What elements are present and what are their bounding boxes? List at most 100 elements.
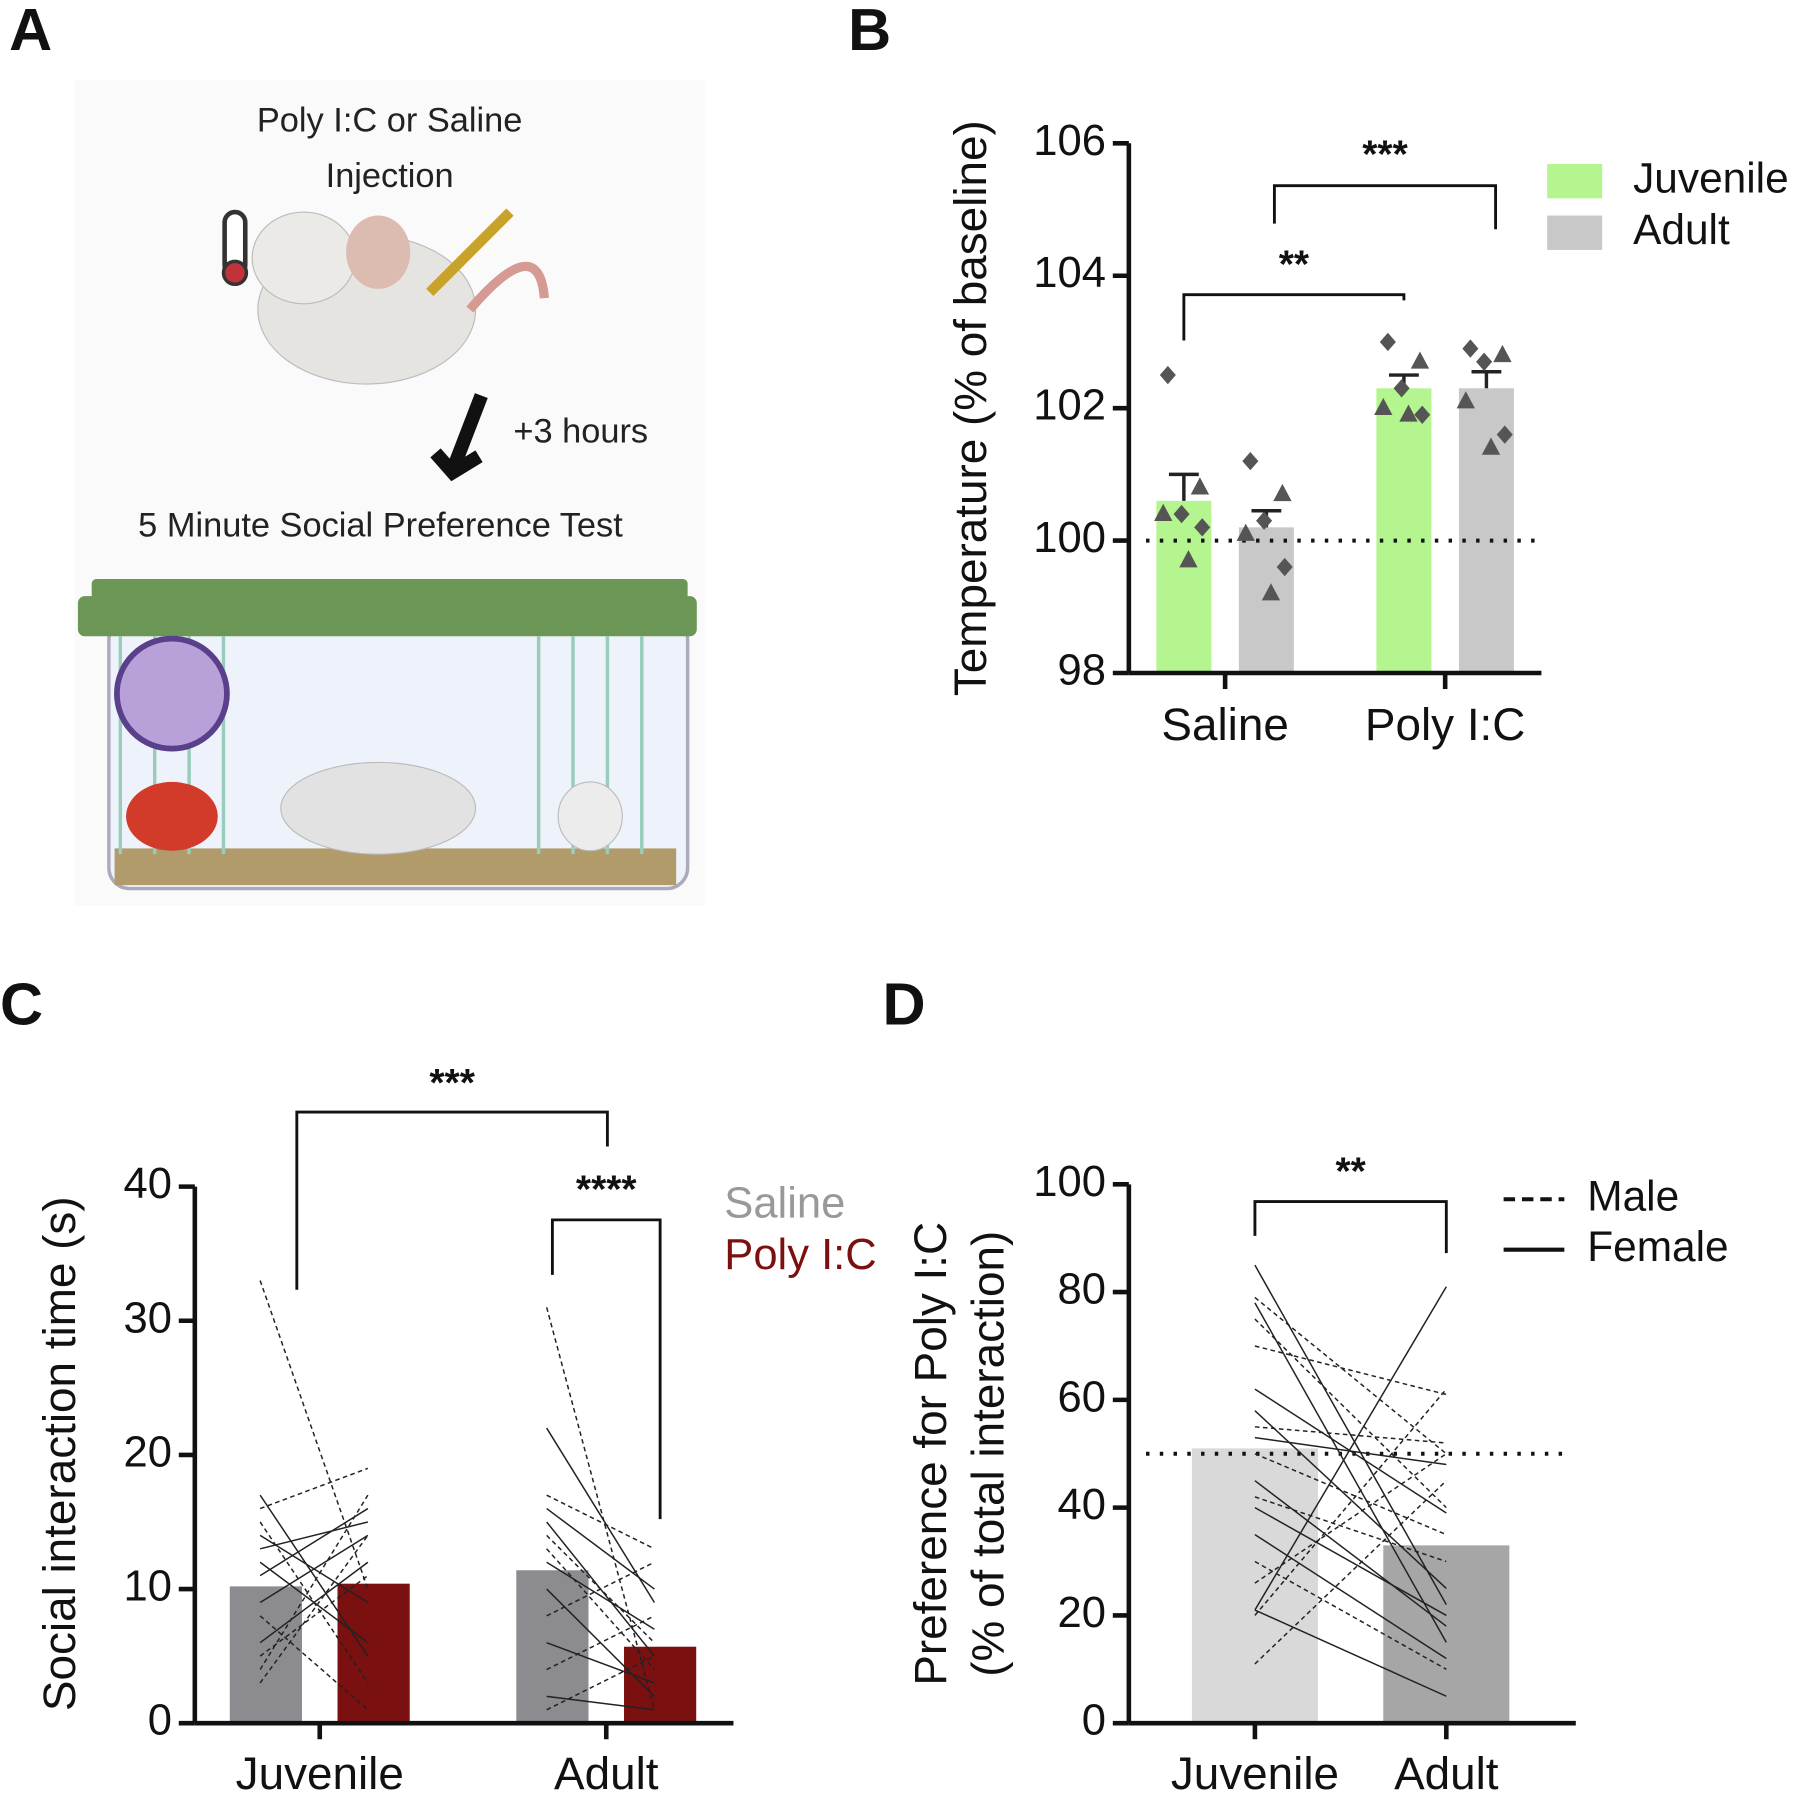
significance-label: ** xyxy=(1279,243,1310,286)
data-point xyxy=(1179,550,1198,568)
paired-line xyxy=(259,1280,369,1590)
mouse-ear xyxy=(346,215,411,289)
y-tick-label: 20 xyxy=(123,1428,171,1476)
chart-paired-bar: C Social interaction time (s) 0 10 20 30 40 Juv… xyxy=(0,971,877,1800)
legend-label: Saline xyxy=(724,1180,845,1228)
data-point xyxy=(1242,451,1259,471)
x-tick-label: Saline xyxy=(1161,698,1288,750)
data-point xyxy=(1261,583,1281,601)
paired-line xyxy=(546,1561,655,1630)
y-tick-label: 100 xyxy=(1033,1158,1106,1206)
paired-line xyxy=(259,1507,369,1577)
y-tick-label: 40 xyxy=(123,1160,171,1208)
y-tick-label: 40 xyxy=(1058,1481,1106,1529)
legend-swatch xyxy=(1547,215,1603,250)
paired-line xyxy=(1254,1480,1447,1627)
chart-bar: B Temperature (% of baseline) 98 100 102 104 1… xyxy=(848,0,1789,750)
paired-line xyxy=(1254,1388,1447,1616)
significance-bracket xyxy=(1182,293,1406,341)
data-point xyxy=(1393,379,1410,398)
legend-swatch xyxy=(1547,163,1603,199)
virus-icon xyxy=(114,635,230,752)
y-axis-label: Preference for Poly I:C xyxy=(904,1222,956,1686)
y-tick-label: 100 xyxy=(1033,514,1106,562)
data-point xyxy=(1493,344,1512,363)
chart-line-bar: D Preference for Poly I:C (% of total inte… xyxy=(882,971,1728,1800)
paired-line xyxy=(546,1615,655,1671)
y-axis-label: Social interaction time (s) xyxy=(33,1196,85,1711)
legend-label: Adult xyxy=(1633,206,1730,253)
paired-line xyxy=(1254,1609,1447,1697)
paired-line xyxy=(546,1494,655,1550)
data-point xyxy=(1190,477,1210,495)
y-tick-label: 60 xyxy=(1058,1373,1106,1421)
significance-label: *** xyxy=(429,1062,475,1105)
legend-label: Male xyxy=(1587,1172,1679,1219)
significance-label: *** xyxy=(1362,133,1408,176)
paired-line xyxy=(1254,1480,1447,1665)
y-tick-label: 106 xyxy=(1033,117,1106,165)
paired-line xyxy=(259,1494,369,1670)
bar xyxy=(1383,1545,1510,1724)
error-bar xyxy=(1168,472,1199,501)
paired-line xyxy=(259,1561,369,1644)
x-tick-label: Juvenile xyxy=(1171,1747,1339,1799)
data-point xyxy=(1173,504,1190,524)
significance-bracket xyxy=(295,1110,609,1290)
paired-line xyxy=(259,1534,369,1604)
data-point xyxy=(1374,397,1393,416)
thermometer-bulb xyxy=(221,259,249,287)
panel-a: A Poly I:C or Saline Injection +3 hours … xyxy=(9,0,705,906)
data-point xyxy=(1476,352,1493,371)
significance-bracket xyxy=(550,1218,662,1520)
paired-line xyxy=(546,1427,656,1603)
legend-label: Poly I:C xyxy=(724,1231,876,1279)
significance-bracket xyxy=(1272,184,1498,230)
paired-line xyxy=(1254,1496,1447,1563)
syringe xyxy=(426,208,514,297)
paired-line xyxy=(1254,1286,1447,1611)
stimulus-mouse xyxy=(126,781,218,851)
y-tick-label: 104 xyxy=(1033,249,1106,297)
paired-line xyxy=(546,1642,655,1684)
significance-label: **** xyxy=(576,1169,637,1212)
paired-line xyxy=(546,1655,655,1711)
paired-line xyxy=(1254,1296,1447,1455)
significance-bracket xyxy=(1253,1200,1448,1254)
y-tick-label: 98 xyxy=(1058,646,1106,694)
arrow xyxy=(430,393,488,482)
y-tick-label: 80 xyxy=(1058,1266,1106,1314)
paired-line xyxy=(546,1695,655,1711)
panel-label: B xyxy=(848,0,891,63)
paired-line xyxy=(1254,1506,1447,1617)
y-tick-label: 0 xyxy=(148,1697,172,1745)
cage-lid xyxy=(77,596,697,637)
paired-line xyxy=(1254,1453,1447,1536)
paired-line xyxy=(259,1521,369,1550)
x-tick-label: Adult xyxy=(1394,1747,1499,1799)
paired-line xyxy=(1254,1453,1447,1584)
legend-label: Female xyxy=(1587,1223,1728,1270)
paired-line xyxy=(259,1534,369,1684)
y-axis-label: Temperature (% of baseline) xyxy=(944,120,996,696)
data-point xyxy=(1462,339,1479,358)
y-tick-label: 30 xyxy=(123,1294,171,1342)
bar xyxy=(624,1646,697,1724)
data-point xyxy=(1236,523,1255,541)
injection-text: Poly I:C or Saline xyxy=(257,102,523,140)
x-tick-label: Juvenile xyxy=(236,1747,404,1799)
panel-label: C xyxy=(0,971,43,1038)
y-axis-label: (% of total interaction) xyxy=(961,1231,1013,1677)
paired-line xyxy=(1254,1345,1447,1396)
data-point xyxy=(1276,557,1293,577)
data-point xyxy=(1481,437,1501,455)
bar xyxy=(229,1586,302,1724)
data-point xyxy=(1414,405,1431,424)
legend-label: Juvenile xyxy=(1633,154,1789,201)
y-tick-label: 0 xyxy=(1082,1697,1106,1745)
bedding xyxy=(114,848,677,886)
paired-line xyxy=(546,1534,655,1644)
paired-line xyxy=(546,1548,655,1671)
significance-label: ** xyxy=(1335,1150,1366,1193)
